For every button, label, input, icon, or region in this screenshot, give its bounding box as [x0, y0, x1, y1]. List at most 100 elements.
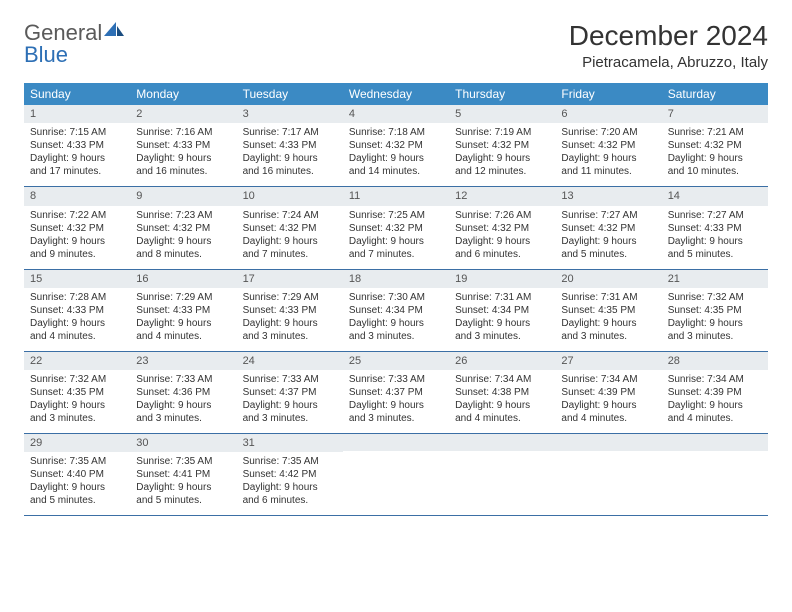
- day-body: Sunrise: 7:33 AMSunset: 4:37 PMDaylight:…: [237, 370, 343, 433]
- daylight-line2: and 3 minutes.: [668, 330, 762, 343]
- sunset-line: Sunset: 4:32 PM: [455, 222, 549, 235]
- daylight-line1: Daylight: 9 hours: [455, 235, 549, 248]
- day-number: 21: [662, 270, 768, 288]
- sunset-line: Sunset: 4:32 PM: [668, 139, 762, 152]
- sunrise-line: Sunrise: 7:33 AM: [349, 373, 443, 386]
- daylight-line2: and 12 minutes.: [455, 165, 549, 178]
- day-body: Sunrise: 7:35 AMSunset: 4:40 PMDaylight:…: [24, 452, 130, 515]
- calendar-day-cell: 26Sunrise: 7:34 AMSunset: 4:38 PMDayligh…: [449, 351, 555, 433]
- calendar-table: Sunday Monday Tuesday Wednesday Thursday…: [24, 83, 768, 516]
- calendar-day-cell: 1Sunrise: 7:15 AMSunset: 4:33 PMDaylight…: [24, 105, 130, 187]
- sunset-line: Sunset: 4:33 PM: [136, 304, 230, 317]
- logo-word2: Blue: [24, 42, 68, 67]
- sunrise-line: Sunrise: 7:34 AM: [455, 373, 549, 386]
- daylight-line2: and 4 minutes.: [136, 330, 230, 343]
- logo: General Blue: [24, 20, 126, 66]
- sunrise-line: Sunrise: 7:35 AM: [243, 455, 337, 468]
- sunset-line: Sunset: 4:35 PM: [30, 386, 124, 399]
- day-number: 17: [237, 270, 343, 288]
- calendar-day-cell: [449, 434, 555, 516]
- daylight-line1: Daylight: 9 hours: [668, 317, 762, 330]
- daylight-line2: and 4 minutes.: [455, 412, 549, 425]
- day-number: 30: [130, 434, 236, 452]
- calendar-day-cell: 19Sunrise: 7:31 AMSunset: 4:34 PMDayligh…: [449, 269, 555, 351]
- day-number: 7: [662, 105, 768, 123]
- daylight-line1: Daylight: 9 hours: [349, 399, 443, 412]
- calendar-week-row: 29Sunrise: 7:35 AMSunset: 4:40 PMDayligh…: [24, 434, 768, 516]
- sunset-line: Sunset: 4:34 PM: [455, 304, 549, 317]
- calendar-day-cell: 30Sunrise: 7:35 AMSunset: 4:41 PMDayligh…: [130, 434, 236, 516]
- sunset-line: Sunset: 4:35 PM: [668, 304, 762, 317]
- daylight-line1: Daylight: 9 hours: [561, 399, 655, 412]
- daylight-line1: Daylight: 9 hours: [668, 399, 762, 412]
- day-body: Sunrise: 7:18 AMSunset: 4:32 PMDaylight:…: [343, 123, 449, 186]
- weekday-header: Thursday: [449, 83, 555, 105]
- sunrise-line: Sunrise: 7:19 AM: [455, 126, 549, 139]
- day-number-empty: [555, 434, 661, 451]
- day-number: 9: [130, 187, 236, 205]
- daylight-line2: and 3 minutes.: [349, 412, 443, 425]
- sunset-line: Sunset: 4:33 PM: [30, 139, 124, 152]
- calendar-day-cell: 21 Sunrise: 7:32 AMSunset: 4:35 PMDayligh…: [662, 269, 768, 351]
- sunrise-line: Sunrise: 7:29 AM: [243, 291, 337, 304]
- sunrise-line: Sunrise: 7:31 AM: [561, 291, 655, 304]
- calendar-day-cell: 29Sunrise: 7:35 AMSunset: 4:40 PMDayligh…: [24, 434, 130, 516]
- calendar-day-cell: 9 Sunrise: 7:23 AMSunset: 4:32 PMDaylight…: [130, 187, 236, 269]
- calendar-day-cell: 10Sunrise: 7:24 AMSunset: 4:32 PMDayligh…: [237, 187, 343, 269]
- calendar-week-row: 22Sunrise: 7:32 AMSunset: 4:35 PMDayligh…: [24, 351, 768, 433]
- daylight-line2: and 17 minutes.: [30, 165, 124, 178]
- daylight-line1: Daylight: 9 hours: [30, 399, 124, 412]
- day-body: Sunrise: 7:17 AMSunset: 4:33 PMDaylight:…: [237, 123, 343, 186]
- sunset-line: Sunset: 4:32 PM: [243, 222, 337, 235]
- day-body: Sunrise: 7:26 AMSunset: 4:32 PMDaylight:…: [449, 206, 555, 269]
- day-number: 23: [130, 352, 236, 370]
- sunset-line: Sunset: 4:34 PM: [349, 304, 443, 317]
- sunrise-line: Sunrise: 7:21 AM: [668, 126, 762, 139]
- day-number: 11: [343, 187, 449, 205]
- daylight-line1: Daylight: 9 hours: [136, 235, 230, 248]
- daylight-line2: and 10 minutes.: [668, 165, 762, 178]
- calendar-day-cell: [555, 434, 661, 516]
- day-number: 6: [555, 105, 661, 123]
- daylight-line2: and 14 minutes.: [349, 165, 443, 178]
- sunset-line: Sunset: 4:33 PM: [668, 222, 762, 235]
- calendar-day-cell: 25Sunrise: 7:33 AMSunset: 4:37 PMDayligh…: [343, 351, 449, 433]
- calendar-day-cell: 6Sunrise: 7:20 AMSunset: 4:32 PMDaylight…: [555, 105, 661, 187]
- calendar-day-cell: 15Sunrise: 7:28 AMSunset: 4:33 PMDayligh…: [24, 269, 130, 351]
- day-number: 8: [24, 187, 130, 205]
- daylight-line2: and 7 minutes.: [243, 248, 337, 261]
- day-body: Sunrise: 7:20 AMSunset: 4:32 PMDaylight:…: [555, 123, 661, 186]
- daylight-line1: Daylight: 9 hours: [668, 235, 762, 248]
- day-number: 3: [237, 105, 343, 123]
- sunrise-line: Sunrise: 7:15 AM: [30, 126, 124, 139]
- sunrise-line: Sunrise: 7:23 AM: [136, 209, 230, 222]
- sunset-line: Sunset: 4:32 PM: [349, 139, 443, 152]
- sunrise-line: Sunrise: 7:32 AM: [668, 291, 762, 304]
- daylight-line2: and 7 minutes.: [349, 248, 443, 261]
- day-number-empty: [449, 434, 555, 451]
- calendar-day-cell: 4Sunrise: 7:18 AMSunset: 4:32 PMDaylight…: [343, 105, 449, 187]
- sunrise-line: Sunrise: 7:22 AM: [30, 209, 124, 222]
- calendar-day-cell: 7 Sunrise: 7:21 AMSunset: 4:32 PMDaylight…: [662, 105, 768, 187]
- day-body: Sunrise: 7:33 AMSunset: 4:37 PMDaylight:…: [343, 370, 449, 433]
- calendar-day-cell: 8Sunrise: 7:22 AMSunset: 4:32 PMDaylight…: [24, 187, 130, 269]
- daylight-line2: and 3 minutes.: [136, 412, 230, 425]
- sunrise-line: Sunrise: 7:26 AM: [455, 209, 549, 222]
- sunset-line: Sunset: 4:32 PM: [136, 222, 230, 235]
- day-number: 18: [343, 270, 449, 288]
- daylight-line2: and 3 minutes.: [455, 330, 549, 343]
- daylight-line1: Daylight: 9 hours: [136, 152, 230, 165]
- day-body: Sunrise: 7:31 AMSunset: 4:35 PMDaylight:…: [555, 288, 661, 351]
- sunset-line: Sunset: 4:33 PM: [243, 304, 337, 317]
- sunset-line: Sunset: 4:39 PM: [668, 386, 762, 399]
- sunset-line: Sunset: 4:38 PM: [455, 386, 549, 399]
- day-number-empty: [343, 434, 449, 451]
- day-body-empty: [555, 451, 661, 503]
- sunset-line: Sunset: 4:33 PM: [243, 139, 337, 152]
- calendar-day-cell: 22Sunrise: 7:32 AMSunset: 4:35 PMDayligh…: [24, 351, 130, 433]
- day-body-empty: [343, 451, 449, 503]
- calendar-day-cell: 20Sunrise: 7:31 AMSunset: 4:35 PMDayligh…: [555, 269, 661, 351]
- daylight-line1: Daylight: 9 hours: [30, 152, 124, 165]
- daylight-line1: Daylight: 9 hours: [668, 152, 762, 165]
- weekday-header-row: Sunday Monday Tuesday Wednesday Thursday…: [24, 83, 768, 105]
